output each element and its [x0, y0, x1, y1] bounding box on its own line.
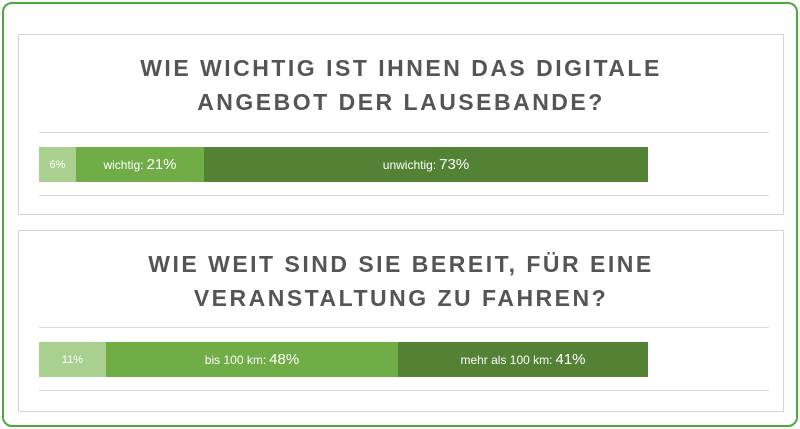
bar-segment-1: 6%	[39, 147, 76, 182]
chart-title: WIE WICHTIG IST IHNEN DAS DIGITALE ANGEB…	[19, 51, 783, 119]
chart-panel-travel-distance: WIE WEIT SIND SIE BEREIT, FÜR EINE VERAN…	[18, 230, 784, 412]
chart-title-line-1: WIE WICHTIG IST IHNEN DAS DIGITALE	[140, 55, 662, 81]
bar-segment-1: 11%	[39, 342, 106, 377]
segment-percent: 11%	[61, 353, 84, 366]
segment-label: mehr als 100 km:	[460, 352, 553, 367]
bar-segment-2: bis 100 km: 48%	[106, 342, 398, 377]
stacked-bar: 6% wichtig: 21% unwichtig: 73%	[39, 147, 648, 182]
segment-label: bis 100 km:	[204, 352, 267, 367]
segment-percent: 41%	[555, 351, 586, 368]
top-rule	[39, 327, 769, 328]
bar-segment-2: wichtig: 21%	[76, 147, 204, 182]
segment-percent: 73%	[439, 156, 470, 173]
segment-percent: 21%	[146, 156, 177, 173]
bottom-rule	[39, 390, 769, 391]
bottom-rule	[39, 195, 769, 196]
segment-label: unwichtig:	[382, 157, 437, 172]
bar-segment-3: unwichtig: 73%	[204, 147, 648, 182]
segment-percent: 6%	[49, 158, 66, 171]
chart-panel-digital-offer: WIE WICHTIG IST IHNEN DAS DIGITALE ANGEB…	[18, 34, 784, 215]
segment-percent: 48%	[269, 351, 300, 368]
chart-title-line-1: WIE WEIT SIND SIE BEREIT, FÜR EINE	[148, 251, 654, 277]
stacked-bar: 11% bis 100 km: 48% mehr als 100 km: 41%	[39, 342, 648, 377]
segment-label: wichtig:	[103, 157, 144, 172]
chart-title-line-2: VERANSTALTUNG ZU FAHREN?	[193, 285, 609, 311]
bar-segment-3: mehr als 100 km: 41%	[398, 342, 648, 377]
chart-title: WIE WEIT SIND SIE BEREIT, FÜR EINE VERAN…	[19, 247, 783, 315]
top-rule	[39, 132, 769, 133]
chart-title-line-2: ANGEBOT DER LAUSEBANDE?	[197, 89, 605, 115]
